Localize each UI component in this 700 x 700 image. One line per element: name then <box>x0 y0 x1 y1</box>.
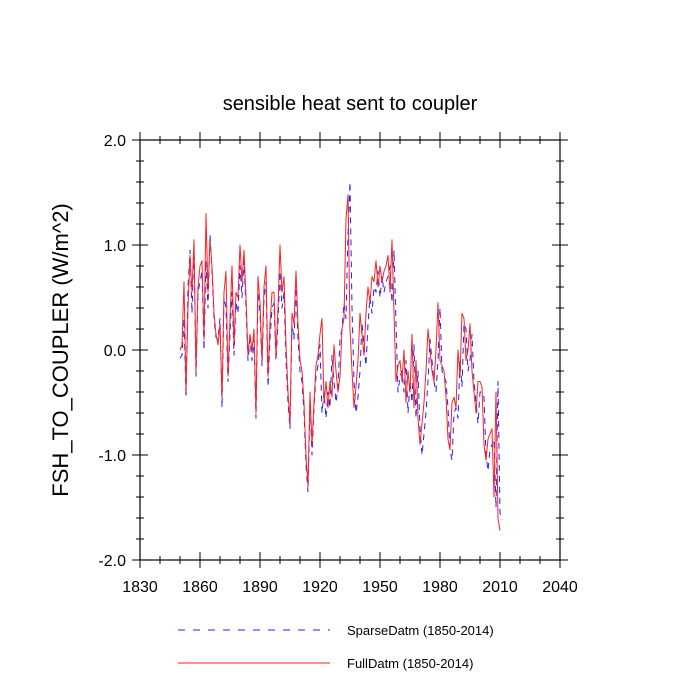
y-tick-label: 2.0 <box>104 133 126 150</box>
x-tick-label: 1830 <box>122 579 158 596</box>
x-tick-label: 1980 <box>422 579 458 596</box>
legend: SparseDatm (1850-2014) FullDatm (1850-201… <box>178 623 494 671</box>
x-tick-label: 1860 <box>182 579 218 596</box>
x-tick-label: 1950 <box>362 579 398 596</box>
y-tick-label: -2.0 <box>98 553 126 570</box>
x-tick-label: 2040 <box>542 579 578 596</box>
x-tick-label: 1920 <box>302 579 338 596</box>
series-lines <box>179 181 503 531</box>
y-tick-label: 0.0 <box>104 343 126 360</box>
y-tick-label: -1.0 <box>98 448 126 465</box>
y-axis-label: FSH_TO_COUPLER (W/m^2) <box>48 203 73 497</box>
axis-tick-labels: 1830 1860 1890 1920 1950 1980 2010 2040 -2.0 -1.0… <box>98 133 577 596</box>
legend-label: SparseDatm (1850-2014) <box>347 623 494 638</box>
chart-title: sensible heat sent to coupler <box>223 93 478 115</box>
axis-ticks <box>132 132 568 568</box>
series-line-fulldatm <box>179 194 501 531</box>
x-tick-label: 2010 <box>482 579 518 596</box>
plot-frame <box>139 139 561 561</box>
legend-label: FullDatm (1850-2014) <box>347 656 473 671</box>
x-tick-label: 1890 <box>242 579 278 596</box>
y-tick-label: 1.0 <box>104 238 126 255</box>
